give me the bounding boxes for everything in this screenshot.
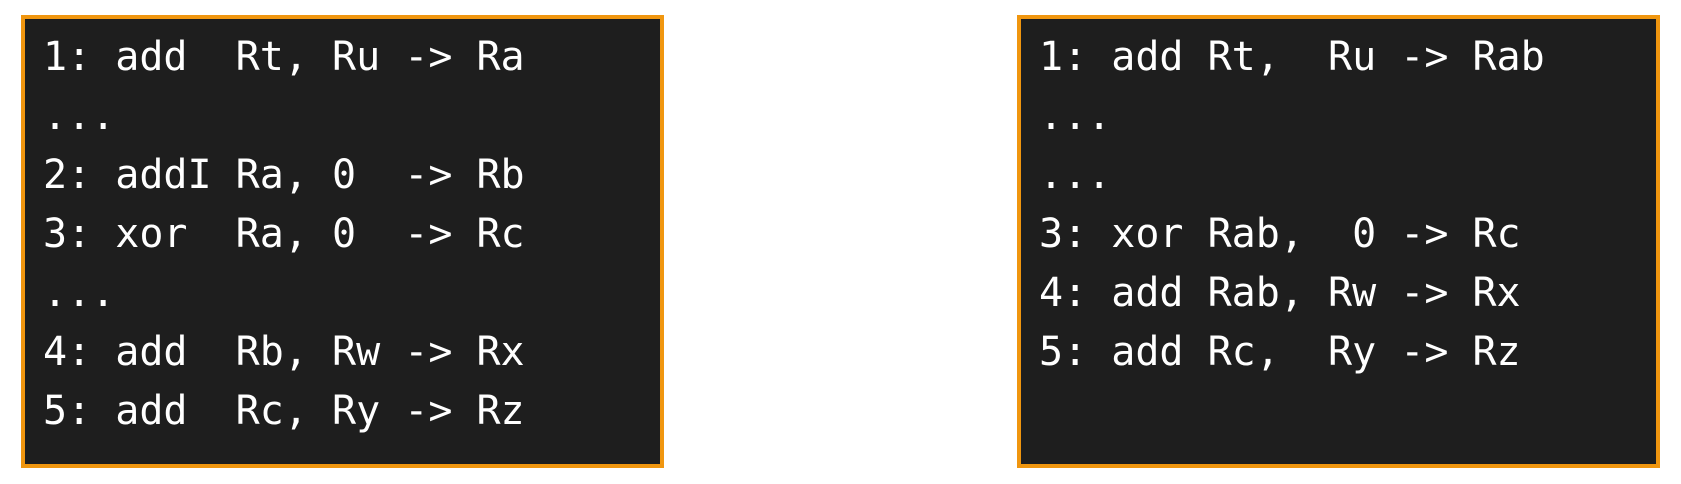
code-panel-after: 1: add Rt, Ru -> Rab ... ... 3: xor Rab,… xyxy=(1017,15,1660,468)
code-line: ... xyxy=(1039,152,1112,198)
code-line: 3: xor Ra, 0 -> Rc xyxy=(43,211,525,257)
code-line: ... xyxy=(43,270,116,316)
code-line: 1: add Rt, Ru -> Rab xyxy=(1039,34,1545,80)
code-line: 1: add Rt, Ru -> Ra xyxy=(43,34,525,80)
code-panel-before: 1: add Rt, Ru -> Ra ... 2: addI Ra, 0 ->… xyxy=(21,15,664,468)
code-line: ... xyxy=(1039,93,1112,139)
code-line: 2: addI Ra, 0 -> Rb xyxy=(43,152,525,198)
code-line: 4: add Rb, Rw -> Rx xyxy=(43,329,525,375)
code-line: 5: add Rc, Ry -> Rz xyxy=(1039,329,1521,375)
code-line: 3: xor Rab, 0 -> Rc xyxy=(1039,211,1521,257)
code-line: 4: add Rab, Rw -> Rx xyxy=(1039,270,1521,316)
code-line: 5: add Rc, Ry -> Rz xyxy=(43,388,525,434)
code-line: ... xyxy=(43,93,116,139)
